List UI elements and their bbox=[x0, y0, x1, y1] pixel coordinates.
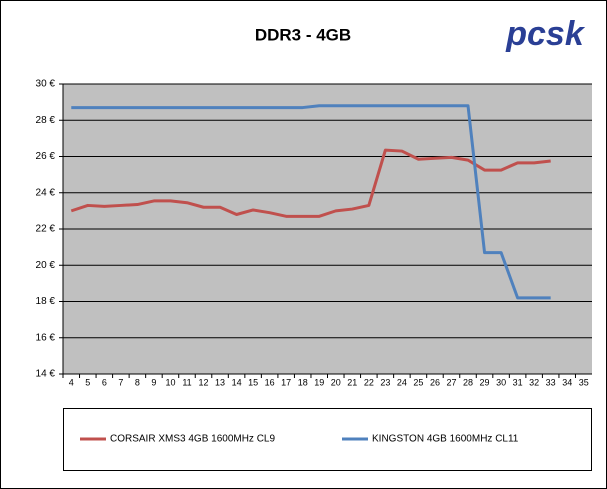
series-line bbox=[70, 148, 551, 218]
x-tick-label: 7 bbox=[118, 377, 123, 387]
y-tick-label: 20 € bbox=[36, 260, 56, 271]
x-tick-label: 34 bbox=[562, 377, 572, 387]
y-tick-label: 18 € bbox=[36, 296, 56, 307]
x-tick-label: 20 bbox=[331, 377, 341, 387]
y-tick-label: 14 € bbox=[36, 369, 56, 380]
x-tick-label: 15 bbox=[248, 377, 258, 387]
y-tick-label: 30 € bbox=[36, 79, 56, 90]
x-tick-label: 23 bbox=[380, 377, 390, 387]
x-tick-label: 33 bbox=[546, 377, 556, 387]
x-tick-label: 17 bbox=[281, 377, 291, 387]
x-tick-label: 35 bbox=[579, 377, 589, 387]
x-tick-label: 18 bbox=[298, 377, 308, 387]
x-tick-label: 8 bbox=[135, 377, 140, 387]
y-tick-label: 26 € bbox=[36, 151, 56, 162]
legend-label: KINGSTON 4GB 1600MHz CL11 bbox=[372, 434, 519, 445]
x-tick-label: 10 bbox=[165, 377, 175, 387]
x-tick-label: 32 bbox=[529, 377, 539, 387]
chart-title: DDR3 - 4GB bbox=[255, 25, 351, 44]
x-tick-label: 13 bbox=[215, 377, 225, 387]
x-tick-label: 19 bbox=[314, 377, 324, 387]
x-tick-label: 24 bbox=[397, 377, 407, 387]
legend-box bbox=[63, 408, 592, 471]
x-tick-label: 14 bbox=[232, 377, 242, 387]
y-tick-label: 28 € bbox=[36, 115, 56, 126]
x-tick-label: 9 bbox=[151, 377, 156, 387]
y-tick-label: 16 € bbox=[36, 332, 56, 343]
x-tick-label: 25 bbox=[413, 377, 423, 387]
x-tick-label: 27 bbox=[446, 377, 456, 387]
x-tick-label: 21 bbox=[347, 377, 357, 387]
y-tick-label: 24 € bbox=[36, 187, 56, 198]
y-tick-label: 22 € bbox=[36, 224, 56, 235]
x-tick-label: 30 bbox=[496, 377, 506, 387]
legend-label: CORSAIR XMS3 4GB 1600MHz CL9 bbox=[110, 434, 275, 445]
x-tick-label: 16 bbox=[265, 377, 275, 387]
x-tick-label: 12 bbox=[199, 377, 209, 387]
x-tick-label: 31 bbox=[513, 377, 523, 387]
logo: pcsk bbox=[505, 15, 586, 53]
x-tick-label: 6 bbox=[102, 377, 107, 387]
x-tick-label: 11 bbox=[182, 377, 191, 387]
x-tick-label: 26 bbox=[430, 377, 440, 387]
x-tick-label: 22 bbox=[364, 377, 374, 387]
series-line bbox=[71, 104, 551, 300]
x-tick-label: 29 bbox=[480, 377, 490, 387]
x-tick-label: 28 bbox=[463, 377, 473, 387]
x-tick-label: 5 bbox=[85, 377, 90, 387]
x-tick-label: 4 bbox=[69, 377, 74, 387]
